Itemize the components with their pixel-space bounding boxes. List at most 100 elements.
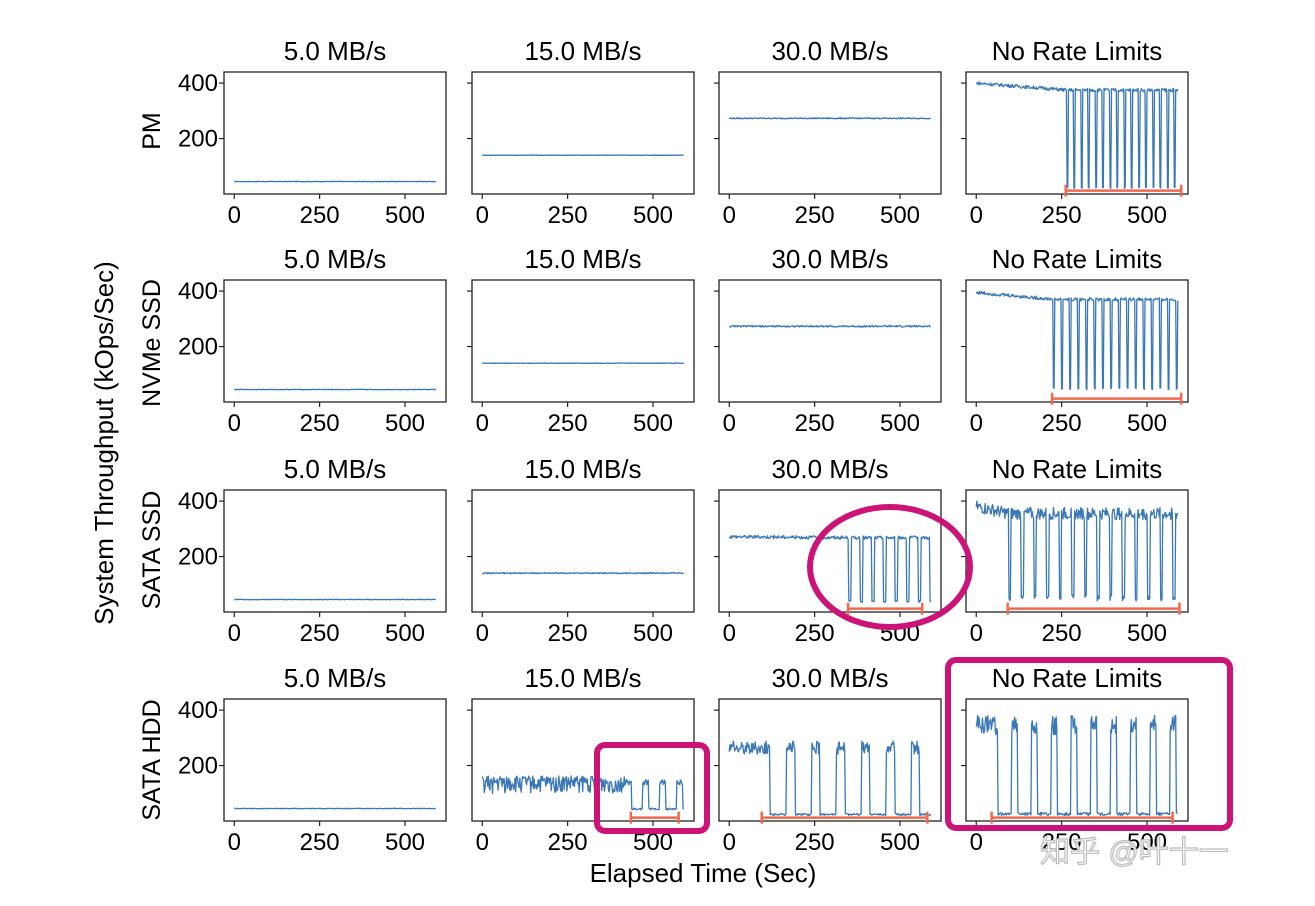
x-tick-label: 500 (633, 620, 673, 647)
x-tick-label: 500 (1127, 410, 1167, 437)
panel-title-sata-hdd-no-limit: No Rate Limits (992, 663, 1163, 693)
panel-title-nvme-ssd-no-limit: No Rate Limits (992, 244, 1163, 274)
panel-title-sata-ssd-15mbs: 15.0 MB/s (524, 454, 641, 484)
x-tick-label: 500 (633, 410, 673, 437)
x-tick-label: 0 (970, 620, 983, 647)
series-line-pm-5mbs (234, 180, 436, 183)
series-line-sata-ssd-30mbs (728, 534, 932, 603)
panel-title-sata-hdd-15mbs: 15.0 MB/s (524, 663, 641, 693)
x-tick-label: 0 (723, 202, 736, 229)
watermark: 知乎 @叶十一 (1040, 836, 1229, 869)
x-tick-label: 250 (548, 410, 588, 437)
x-tick-label: 250 (1042, 620, 1082, 647)
series-line-sata-hdd-30mbs (728, 740, 932, 817)
x-tick-label: 500 (1127, 829, 1167, 856)
x-tick-label: 0 (476, 829, 489, 856)
x-tick-label: 500 (385, 829, 425, 856)
panel-title-pm-no-limit: No Rate Limits (992, 36, 1163, 66)
y-tick-label: 400 (178, 278, 218, 305)
panel-title-sata-hdd-5mbs: 5.0 MB/s (284, 663, 387, 693)
panel-frame-sata-hdd-no-limit (965, 698, 1189, 822)
x-tick-label: 500 (880, 410, 920, 437)
panel-title-sata-ssd-no-limit: No Rate Limits (992, 454, 1163, 484)
panel-title-pm-15mbs: 15.0 MB/s (524, 36, 641, 66)
x-tick-label: 500 (385, 410, 425, 437)
series-line-pm-30mbs (728, 117, 931, 120)
x-tick-label: 500 (633, 202, 673, 229)
series-line-sata-hdd-5mbs (234, 807, 437, 810)
panel-frame-pm-15mbs (471, 71, 695, 195)
x-tick-label: 0 (970, 829, 983, 856)
y-tick-label: 200 (178, 544, 218, 571)
panel-title-pm-5mbs: 5.0 MB/s (284, 36, 387, 66)
x-tick-label: 500 (880, 829, 920, 856)
series-line-nvme-ssd-15mbs (482, 362, 685, 365)
x-tick-label: 250 (548, 829, 588, 856)
series-line-pm-15mbs (481, 154, 684, 157)
panel-grid: 5.0 MB/s 0 250 500 200 400 15.0 MB/s 0 250 500 30.… (178, 36, 1189, 856)
x-tick-label: 500 (385, 202, 425, 229)
x-tick-label: 250 (548, 620, 588, 647)
y-axis-label: System Throughput (kOps/Sec) (89, 261, 119, 625)
series-line-sata-ssd-15mbs (482, 571, 684, 575)
x-tick-label: 0 (970, 410, 983, 437)
panel-title-nvme-ssd-30mbs: 30.0 MB/s (771, 244, 888, 274)
series-line-nvme-ssd-no-limit (975, 290, 1179, 391)
panel-frame-sata-ssd-5mbs (223, 489, 447, 613)
x-tick-label: 250 (1042, 829, 1082, 856)
series-line-sata-hdd-15mbs (481, 775, 684, 811)
panel-frame-nvme-ssd-15mbs (471, 279, 695, 403)
y-tick-label: 400 (178, 697, 218, 724)
highlight-box-sata-hdd-no-limit (945, 657, 1233, 831)
panel-title-sata-ssd-30mbs: 30.0 MB/s (771, 454, 888, 484)
x-tick-label: 0 (228, 202, 241, 229)
x-tick-label: 250 (1042, 410, 1082, 437)
x-tick-label: 0 (723, 829, 736, 856)
panel-frame-sata-hdd-30mbs (718, 698, 942, 822)
x-tick-label: 250 (795, 620, 835, 647)
x-tick-label: 500 (1127, 202, 1167, 229)
panel-frame-sata-hdd-5mbs (223, 698, 447, 822)
series-line-nvme-ssd-30mbs (729, 324, 931, 328)
x-tick-label: 250 (795, 410, 835, 437)
panel-frame-sata-ssd-no-limit (965, 489, 1189, 613)
x-tick-label: 0 (476, 202, 489, 229)
series-line-pm-no-limit (976, 81, 1179, 189)
panel-frame-pm-no-limit (965, 71, 1189, 195)
x-tick-label: 250 (548, 202, 588, 229)
y-tick-label: 400 (178, 488, 218, 515)
panel-frame-nvme-ssd-30mbs (718, 279, 942, 403)
row-label-nvme-ssd: NVMe SSD (138, 279, 166, 407)
panel-frame-pm-5mbs (223, 71, 447, 195)
y-tick-label: 200 (178, 334, 218, 361)
panel-frame-sata-hdd-15mbs (471, 698, 695, 822)
x-tick-label: 500 (880, 202, 920, 229)
y-tick-label: 200 (178, 753, 218, 780)
x-tick-label: 250 (300, 620, 340, 647)
series-line-nvme-ssd-5mbs (234, 388, 436, 391)
panel-title-nvme-ssd-5mbs: 5.0 MB/s (284, 244, 387, 274)
x-tick-label: 0 (228, 829, 241, 856)
panel-title-pm-30mbs: 30.0 MB/s (771, 36, 888, 66)
series-line-sata-ssd-no-limit (975, 500, 1179, 602)
x-tick-label: 0 (228, 410, 241, 437)
y-tick-label: 200 (178, 126, 218, 153)
panel-frame-sata-ssd-15mbs (471, 489, 695, 613)
x-tick-label: 500 (1127, 620, 1167, 647)
x-tick-label: 500 (385, 620, 425, 647)
row-label-sata-hdd: SATA HDD (138, 699, 166, 820)
series-line-sata-ssd-5mbs (233, 598, 436, 601)
highlight-box-sata-hdd-15mbs (594, 742, 710, 834)
row-label-pm: PM (138, 112, 166, 150)
panel-frame-pm-30mbs (718, 71, 942, 195)
x-tick-label: 250 (795, 202, 835, 229)
panel-title-sata-hdd-30mbs: 30.0 MB/s (771, 663, 888, 693)
row-label-sata-ssd: SATA SSD (138, 491, 166, 610)
x-tick-label: 250 (300, 829, 340, 856)
x-tick-label: 250 (795, 829, 835, 856)
y-tick-label: 400 (178, 70, 218, 97)
x-axis-label: Elapsed Time (Sec) (590, 858, 817, 888)
panel-frame-nvme-ssd-5mbs (223, 279, 447, 403)
x-tick-label: 0 (723, 410, 736, 437)
